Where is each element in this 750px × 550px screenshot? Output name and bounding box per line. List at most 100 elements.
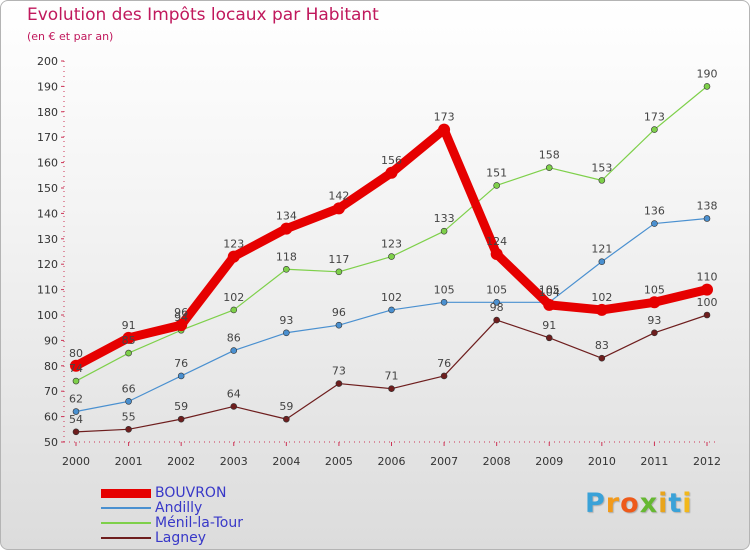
series-lagney	[72, 311, 711, 436]
data-point-lagney	[440, 372, 448, 380]
y-tick-label: 140	[37, 207, 58, 220]
data-point-andilly	[493, 298, 500, 306]
data-point-bouvron	[595, 303, 608, 316]
data-point-m-nil-la-tour	[651, 126, 658, 133]
data-label-andilly: 62	[69, 393, 83, 406]
logo-letter: t	[668, 488, 683, 519]
y-tick-label: 160	[37, 157, 58, 170]
x-tick-label: 2003	[220, 455, 248, 468]
data-label-m-nil-la-tour: 94	[174, 311, 188, 324]
data-point-bouvron	[280, 222, 293, 235]
x-tick-label: 2004	[272, 455, 300, 468]
data-point-lagney	[545, 334, 553, 342]
data-point-lagney	[335, 380, 343, 387]
data-label-lagney: 100	[697, 296, 718, 309]
data-label-m-nil-la-tour: 173	[644, 111, 665, 124]
y-tick-label: 200	[37, 55, 58, 68]
data-point-m-nil-la-tour	[545, 164, 553, 171]
data-label-bouvron: 156	[381, 154, 402, 167]
data-label-m-nil-la-tour: 117	[328, 253, 349, 266]
data-label-bouvron: 104	[539, 286, 560, 299]
proxiti-logo: Proxiti	[585, 488, 693, 519]
y-tick-label: 150	[37, 182, 58, 195]
data-point-andilly	[177, 372, 185, 380]
data-point-lagney	[283, 415, 290, 423]
x-tick-label: 2011	[640, 455, 668, 468]
data-label-andilly: 66	[122, 382, 136, 395]
data-point-lagney	[388, 385, 395, 392]
x-tick-label: 2002	[167, 455, 195, 468]
legend-swatch-bouvron	[101, 489, 151, 498]
data-label-andilly: 138	[697, 199, 718, 212]
x-tick-label: 2005	[325, 455, 353, 468]
y-tick-label: 50	[44, 436, 58, 449]
data-labels: 80 91 96 123 134 142 156 173 124 104 102 105 110 62 66…	[69, 67, 718, 425]
data-label-bouvron: 102	[591, 291, 612, 304]
data-label-andilly: 105	[434, 283, 455, 296]
y-tick-label: 60	[44, 411, 58, 424]
legend-label-andilly: Andilly	[155, 500, 203, 516]
data-point-bouvron	[385, 166, 398, 179]
logo-letter: x	[639, 488, 659, 519]
x-tick-label: 2007	[430, 455, 458, 468]
data-point-andilly	[598, 258, 606, 265]
x-tick-label: 2009	[535, 455, 563, 468]
data-point-m-nil-la-tour	[230, 306, 238, 314]
data-point-bouvron	[543, 298, 556, 311]
legend-swatch-andilly	[101, 507, 151, 509]
data-point-andilly	[72, 408, 80, 415]
data-point-andilly	[651, 220, 658, 227]
data-point-lagney	[177, 415, 185, 423]
data-label-m-nil-la-tour: 133	[434, 212, 455, 225]
series-andilly	[72, 215, 711, 415]
data-label-lagney: 91	[542, 319, 556, 332]
data-label-lagney: 59	[174, 400, 188, 413]
series-m-nil-la-tour	[72, 83, 711, 385]
data-point-bouvron	[122, 331, 135, 344]
y-tick-label: 180	[37, 106, 58, 119]
data-point-m-nil-la-tour	[72, 377, 80, 385]
data-label-bouvron: 142	[328, 189, 349, 202]
data-label-bouvron: 134	[276, 210, 297, 223]
data-label-andilly: 93	[279, 314, 293, 327]
data-label-andilly: 136	[644, 205, 665, 218]
data-label-m-nil-la-tour: 151	[486, 166, 507, 179]
chart-subtitle: (en € et par an)	[27, 30, 114, 43]
data-point-lagney	[493, 316, 500, 324]
data-point-andilly	[230, 347, 238, 354]
legend-item-bouvron: BOUVRON	[101, 485, 321, 501]
data-point-bouvron	[648, 296, 661, 309]
legend-item-m-nil-la-tour: Ménil-la-Tour	[101, 515, 321, 531]
data-label-lagney: 54	[69, 413, 83, 426]
legend-item-lagney: Lagney	[101, 530, 321, 546]
data-point-lagney	[125, 425, 132, 433]
data-point-lagney	[703, 311, 711, 319]
logo-letter: i	[682, 488, 693, 519]
data-label-lagney: 64	[227, 387, 241, 400]
data-point-bouvron	[175, 319, 188, 332]
data-label-bouvron: 105	[644, 283, 665, 296]
data-label-lagney: 71	[385, 370, 399, 383]
data-label-lagney: 98	[490, 301, 504, 314]
legend-label-lagney: Lagney	[155, 530, 207, 546]
data-label-m-nil-la-tour: 85	[122, 334, 136, 347]
data-label-lagney: 59	[279, 400, 293, 413]
data-point-lagney	[230, 403, 238, 410]
data-point-bouvron	[227, 250, 240, 263]
y-tick-label: 70	[44, 385, 58, 398]
data-point-m-nil-la-tour	[598, 177, 606, 184]
y-tick-label: 110	[37, 284, 58, 297]
y-tick-label: 100	[37, 309, 58, 322]
data-label-m-nil-la-tour: 158	[539, 149, 560, 162]
data-label-andilly: 76	[174, 357, 188, 370]
legend-label-bouvron: BOUVRON	[155, 485, 227, 501]
y-tick-label: 170	[37, 131, 58, 144]
x-tick-label: 2008	[483, 455, 511, 468]
data-point-lagney	[651, 329, 658, 337]
logo-letter: P	[585, 488, 606, 519]
data-label-bouvron: 173	[434, 111, 455, 124]
data-label-bouvron: 80	[69, 347, 83, 360]
data-point-m-nil-la-tour	[703, 83, 711, 90]
